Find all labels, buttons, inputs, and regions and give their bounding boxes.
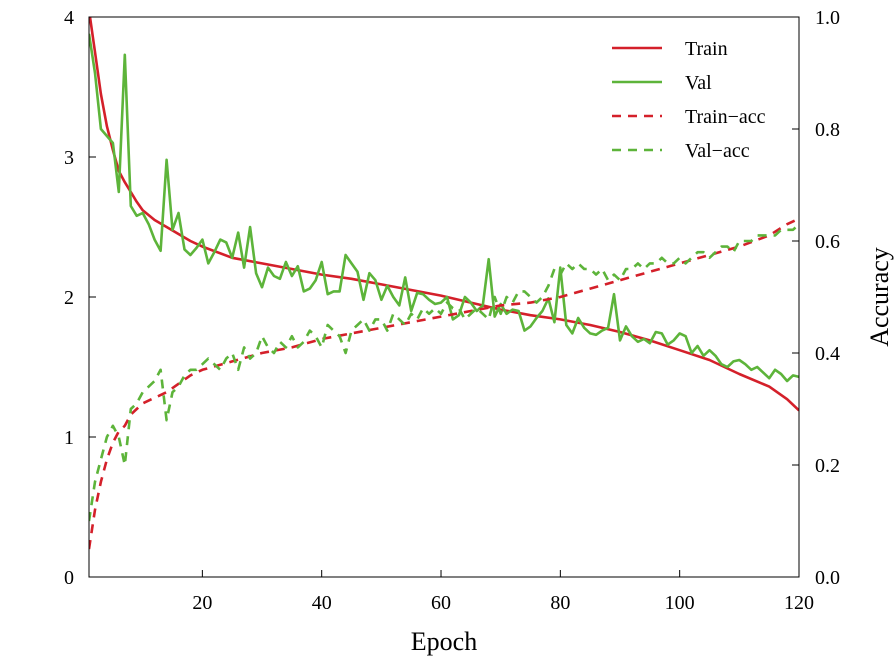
series-line-4: [89, 223, 799, 522]
series-line-1: [89, 17, 799, 412]
x-tick-label: 40: [312, 592, 332, 614]
x-tick-label: 100: [665, 592, 695, 614]
y-right-tick-label: 0.4: [815, 343, 840, 365]
y-right-tick-label: 0.6: [815, 231, 840, 253]
legend-label-4: Val−acc: [685, 140, 750, 162]
y-left-tick-label: 4: [64, 7, 74, 29]
y-left-tick-label: 2: [64, 287, 74, 309]
series-line-2: [89, 33, 799, 383]
y-left-tick-label: 3: [64, 147, 74, 169]
y-right-tick-label: 0.2: [815, 455, 840, 477]
x-tick-label: 120: [784, 592, 814, 614]
ticks-layer: 20 40 60 80 100 120 0 1 2 3 4 0.0 0.2 0.4 0.6 0.8 1.0: [64, 7, 840, 614]
series-layer: [89, 17, 799, 550]
series-line-3: [89, 217, 799, 550]
y-left-tick-label: 0: [64, 567, 74, 589]
legend-label-3: Train−acc: [685, 106, 766, 128]
right-axis-title: Accuracy: [865, 247, 894, 347]
x-tick-label: 60: [431, 592, 451, 614]
y-right-tick-label: 1.0: [815, 7, 840, 29]
x-axis-title: Epoch: [411, 627, 477, 656]
legend: Train Val Train−acc Val−acc: [612, 38, 766, 162]
y-right-tick-label: 0.0: [815, 567, 840, 589]
y-left-tick-label: 1: [64, 427, 74, 449]
y-right-tick-label: 0.8: [815, 119, 840, 141]
legend-label-1: Train: [685, 38, 728, 60]
legend-label-2: Val: [685, 72, 712, 94]
x-tick-label: 20: [192, 592, 212, 614]
x-tick-label: 80: [550, 592, 570, 614]
